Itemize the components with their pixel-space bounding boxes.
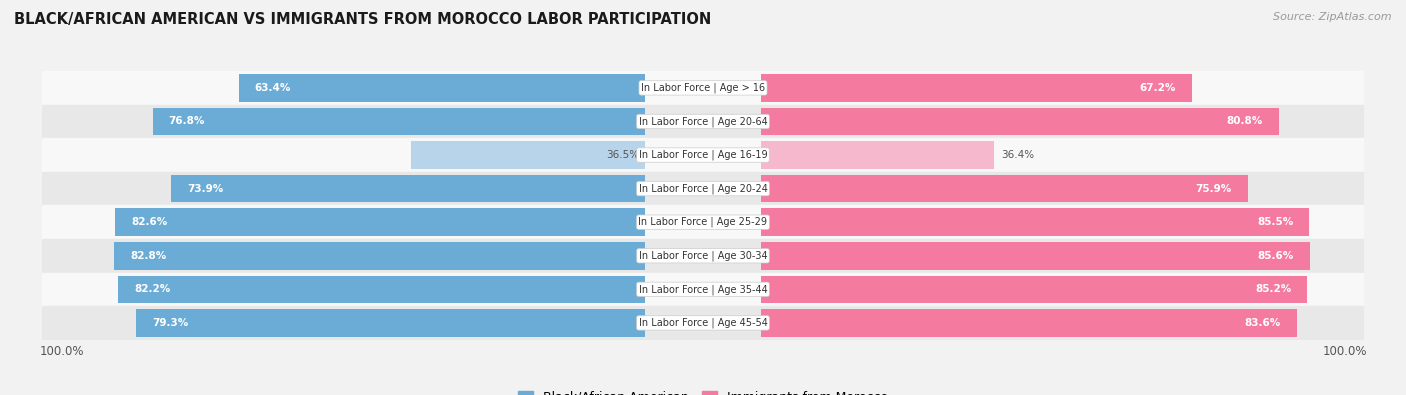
Bar bbox=[114, 242, 645, 269]
Text: 85.5%: 85.5% bbox=[1257, 217, 1294, 227]
Bar bbox=[42, 71, 1364, 105]
Text: In Labor Force | Age 16-19: In Labor Force | Age 16-19 bbox=[638, 150, 768, 160]
Text: 82.2%: 82.2% bbox=[134, 284, 170, 294]
Bar bbox=[761, 309, 1298, 337]
Bar bbox=[411, 141, 645, 169]
Text: 85.2%: 85.2% bbox=[1256, 284, 1291, 294]
Text: In Labor Force | Age 35-44: In Labor Force | Age 35-44 bbox=[638, 284, 768, 295]
Text: 82.8%: 82.8% bbox=[131, 251, 166, 261]
Text: 63.4%: 63.4% bbox=[254, 83, 291, 93]
Bar bbox=[761, 242, 1310, 269]
Bar bbox=[761, 209, 1309, 236]
Legend: Black/African American, Immigrants from Morocco: Black/African American, Immigrants from … bbox=[513, 386, 893, 395]
Text: 36.4%: 36.4% bbox=[1001, 150, 1033, 160]
Text: 75.9%: 75.9% bbox=[1195, 184, 1232, 194]
Bar bbox=[152, 108, 645, 135]
Text: 80.8%: 80.8% bbox=[1227, 117, 1263, 126]
Text: Source: ZipAtlas.com: Source: ZipAtlas.com bbox=[1274, 12, 1392, 22]
Bar bbox=[239, 74, 645, 102]
Bar bbox=[42, 273, 1364, 306]
Bar bbox=[761, 141, 994, 169]
Text: In Labor Force | Age 30-34: In Labor Force | Age 30-34 bbox=[638, 250, 768, 261]
Bar bbox=[42, 105, 1364, 138]
Text: 79.3%: 79.3% bbox=[152, 318, 188, 328]
Bar bbox=[118, 276, 645, 303]
Bar bbox=[42, 306, 1364, 340]
Bar bbox=[42, 138, 1364, 172]
Text: In Labor Force | Age 45-54: In Labor Force | Age 45-54 bbox=[638, 318, 768, 328]
Text: 36.5%: 36.5% bbox=[606, 150, 638, 160]
Text: In Labor Force | Age 20-64: In Labor Force | Age 20-64 bbox=[638, 116, 768, 127]
Bar bbox=[172, 175, 645, 202]
Text: In Labor Force | Age > 16: In Labor Force | Age > 16 bbox=[641, 83, 765, 93]
Bar bbox=[136, 309, 645, 337]
Text: 82.6%: 82.6% bbox=[131, 217, 167, 227]
Text: 76.8%: 76.8% bbox=[169, 117, 205, 126]
Bar bbox=[42, 239, 1364, 273]
Text: 83.6%: 83.6% bbox=[1244, 318, 1281, 328]
Bar bbox=[761, 175, 1247, 202]
Text: In Labor Force | Age 25-29: In Labor Force | Age 25-29 bbox=[638, 217, 768, 228]
Text: 73.9%: 73.9% bbox=[187, 184, 224, 194]
Text: In Labor Force | Age 20-24: In Labor Force | Age 20-24 bbox=[638, 183, 768, 194]
Bar bbox=[761, 108, 1279, 135]
Bar bbox=[42, 205, 1364, 239]
Bar bbox=[761, 276, 1308, 303]
Text: BLACK/AFRICAN AMERICAN VS IMMIGRANTS FROM MOROCCO LABOR PARTICIPATION: BLACK/AFRICAN AMERICAN VS IMMIGRANTS FRO… bbox=[14, 12, 711, 27]
Bar bbox=[761, 74, 1192, 102]
Bar bbox=[42, 172, 1364, 205]
Text: 85.6%: 85.6% bbox=[1257, 251, 1294, 261]
Bar bbox=[115, 209, 645, 236]
Text: 67.2%: 67.2% bbox=[1139, 83, 1175, 93]
